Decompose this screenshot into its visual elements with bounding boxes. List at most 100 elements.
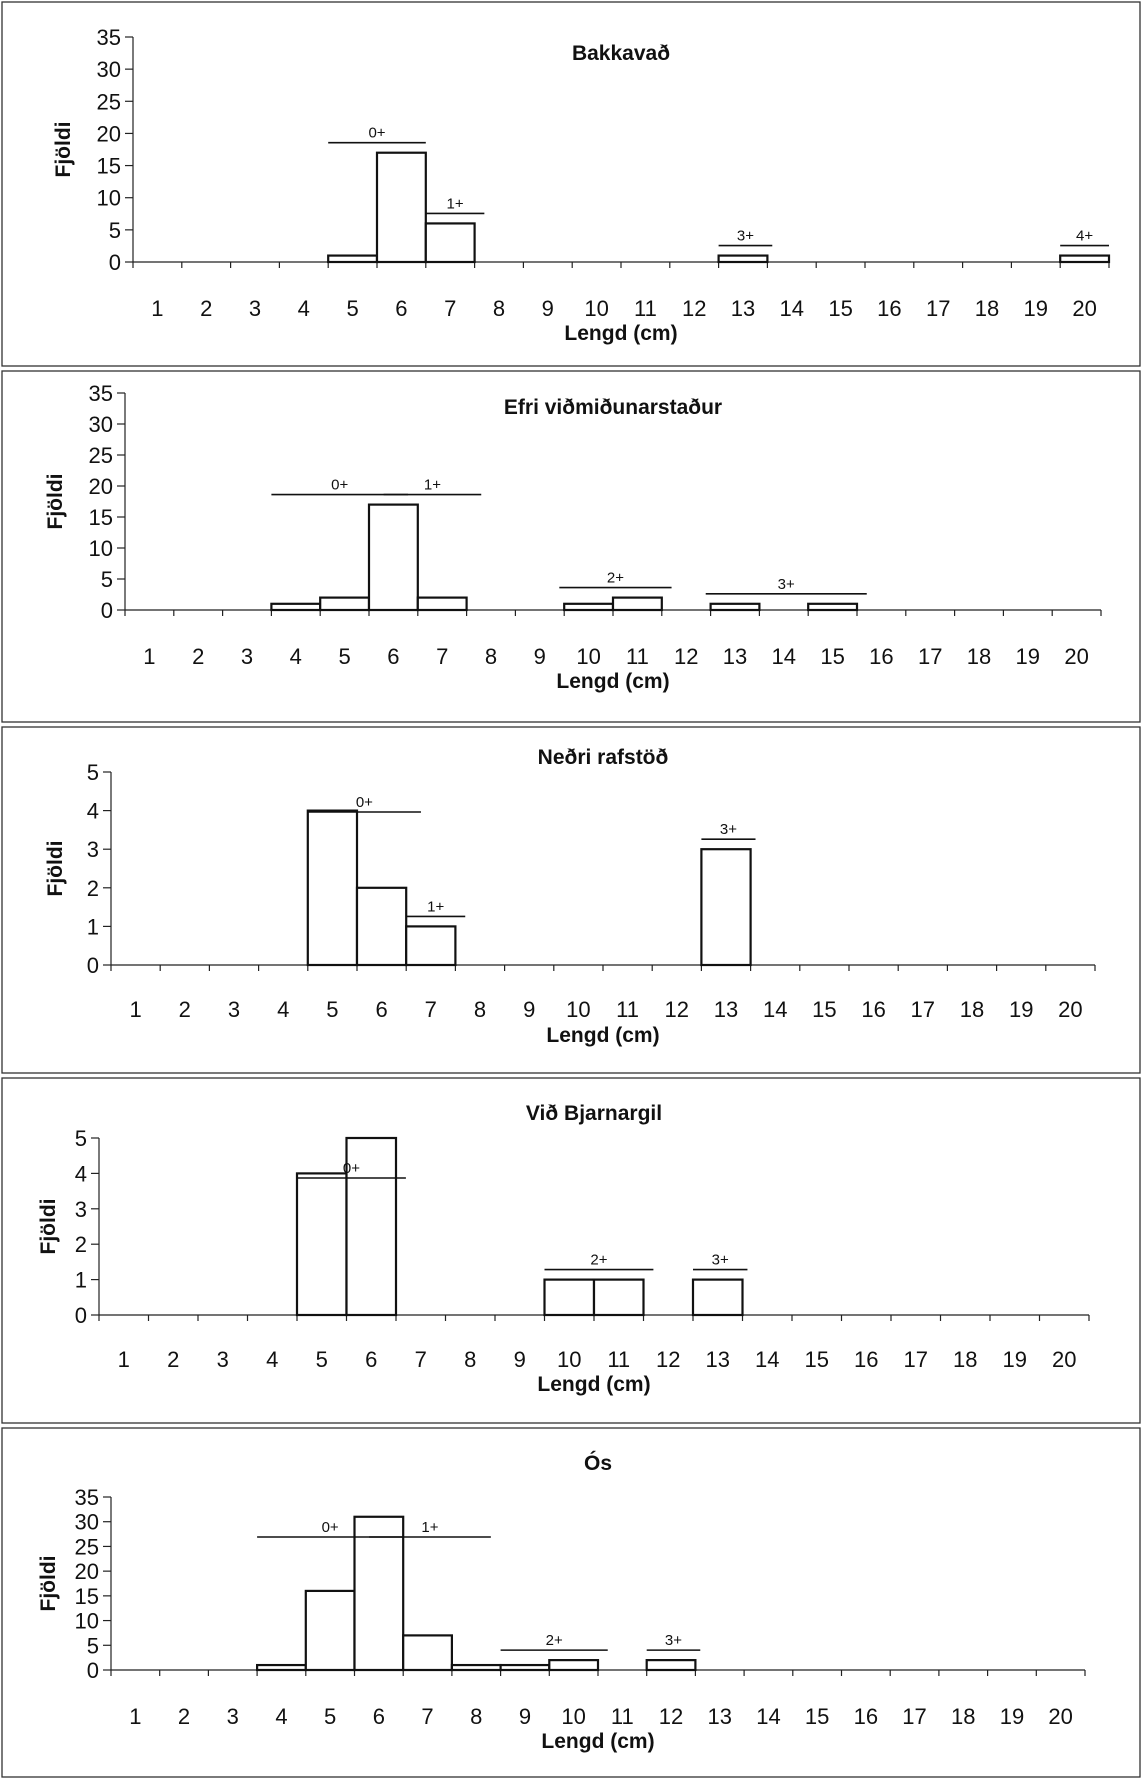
- age-group-label: 3+: [712, 1252, 729, 1269]
- x-tick-label: 20: [1052, 1347, 1076, 1372]
- x-tick-label: 18: [960, 997, 984, 1022]
- bar-length-5: [295, 1172, 348, 1317]
- bar-length-10: [543, 1278, 596, 1317]
- x-tick-label: 7: [425, 997, 437, 1022]
- y-axis-title: Fjöldi: [44, 841, 67, 897]
- x-tick-label: 2: [178, 1704, 190, 1729]
- x-tick-label: 7: [421, 1704, 433, 1729]
- y-tick-label: 4: [75, 1161, 87, 1186]
- y-tick-label: 5: [75, 1126, 87, 1151]
- x-tick-label: 20: [1072, 296, 1096, 321]
- age-group-label: 2+: [546, 1632, 563, 1649]
- y-tick-label: 0: [87, 1658, 99, 1683]
- x-tick-label: 2: [179, 997, 191, 1022]
- x-tick-label: 2: [167, 1347, 179, 1372]
- x-tick-label: 14: [772, 644, 796, 669]
- x-tick-label: 7: [444, 296, 456, 321]
- y-tick-label: 0: [109, 250, 121, 275]
- x-tick-label: 15: [805, 1704, 829, 1729]
- y-tick-label: 4: [87, 799, 99, 824]
- y-tick-label: 3: [87, 837, 99, 862]
- bar-length-7: [424, 222, 476, 264]
- age-group-label: 1+: [427, 898, 444, 915]
- y-tick-label: 20: [97, 121, 121, 146]
- bar-length-13: [717, 254, 769, 264]
- x-tick-label: 19: [1016, 644, 1040, 669]
- x-tick-label: 13: [714, 997, 738, 1022]
- y-tick-label: 35: [89, 381, 113, 406]
- y-tick-label: 30: [75, 1510, 99, 1535]
- x-tick-label: 1: [151, 296, 163, 321]
- x-tick-label: 6: [375, 997, 387, 1022]
- x-tick-label: 17: [911, 997, 935, 1022]
- x-tick-label: 6: [373, 1704, 385, 1729]
- y-tick-label: 1: [87, 914, 99, 939]
- age-group-label: 2+: [590, 1252, 607, 1269]
- x-tick-label: 6: [395, 296, 407, 321]
- bar-length-12: [645, 1659, 697, 1672]
- y-tick-label: 0: [75, 1303, 87, 1328]
- bar-length-5: [327, 254, 379, 264]
- y-tick-label: 10: [89, 536, 113, 561]
- panel-border: [1, 1427, 1141, 1778]
- x-tick-label: 19: [1009, 997, 1033, 1022]
- panel-border: [1, 1, 1141, 367]
- x-tick-label: 5: [326, 997, 338, 1022]
- bar-length-7: [405, 925, 457, 967]
- y-tick-label: 0: [87, 953, 99, 978]
- bar-length-6: [367, 503, 419, 612]
- x-tick-label: 12: [674, 644, 698, 669]
- y-tick-label: 25: [89, 443, 113, 468]
- y-axis-title: Fjöldi: [44, 474, 67, 530]
- age-group-label: 0+: [331, 477, 348, 494]
- x-tick-label: 16: [877, 296, 901, 321]
- age-group-label: 4+: [1076, 228, 1093, 245]
- y-tick-label: 5: [87, 1633, 99, 1658]
- x-tick-label: 14: [763, 997, 787, 1022]
- bar-length-6: [375, 151, 427, 264]
- y-axis-title: Fjöldi: [37, 1556, 60, 1612]
- x-tick-label: 4: [275, 1704, 287, 1729]
- y-tick-label: 2: [75, 1232, 87, 1257]
- bar-length-11: [611, 596, 663, 612]
- y-tick-label: 20: [89, 474, 113, 499]
- x-tick-label: 20: [1064, 644, 1088, 669]
- panel-border: [1, 370, 1141, 723]
- x-tick-label: 19: [1000, 1704, 1024, 1729]
- x-axis-title: Lengd (cm): [556, 670, 669, 693]
- y-tick-label: 15: [75, 1584, 99, 1609]
- x-tick-label: 5: [316, 1347, 328, 1372]
- y-axis-title: Fjöldi: [52, 122, 75, 178]
- x-tick-label: 11: [626, 644, 649, 669]
- bar-length-6: [353, 1515, 405, 1672]
- x-tick-label: 7: [436, 644, 448, 669]
- y-tick-label: 5: [87, 760, 99, 785]
- x-tick-label: 8: [470, 1704, 482, 1729]
- x-axis-title: Lengd (cm): [546, 1024, 659, 1047]
- x-tick-label: 1: [118, 1347, 130, 1372]
- bar-length-11: [592, 1278, 645, 1317]
- x-tick-label: 10: [561, 1704, 585, 1729]
- y-tick-label: 20: [75, 1559, 99, 1584]
- x-tick-label: 1: [129, 1704, 141, 1729]
- x-tick-label: 18: [951, 1704, 975, 1729]
- x-tick-label: 10: [584, 296, 608, 321]
- age-group-label: 1+: [424, 477, 441, 494]
- x-tick-label: 4: [277, 997, 289, 1022]
- x-tick-label: 15: [828, 296, 852, 321]
- x-tick-label: 16: [869, 644, 893, 669]
- bar-length-10: [548, 1659, 600, 1672]
- y-tick-label: 1: [75, 1268, 87, 1293]
- x-tick-label: 10: [566, 997, 590, 1022]
- x-tick-label: 8: [474, 997, 486, 1022]
- x-tick-label: 18: [967, 644, 991, 669]
- chart-title: Efri viðmiðunarstaður: [504, 396, 722, 419]
- x-tick-label: 14: [780, 296, 804, 321]
- x-tick-label: 11: [634, 296, 657, 321]
- bar-length-5: [304, 1589, 356, 1672]
- x-tick-label: 3: [249, 296, 261, 321]
